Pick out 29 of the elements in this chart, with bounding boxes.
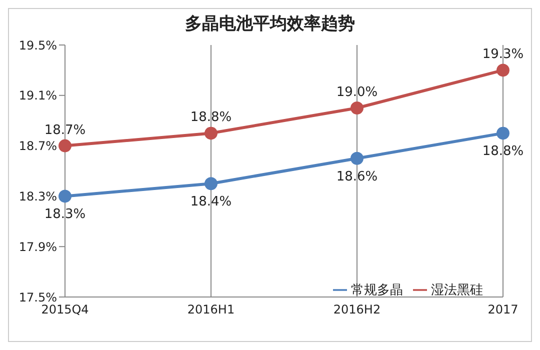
point xyxy=(496,64,510,77)
data-label: 18.4% xyxy=(190,194,232,210)
point xyxy=(350,152,364,165)
y-tick-label: 18.7% xyxy=(18,139,57,154)
y-tick-label: 19.5% xyxy=(18,38,57,52)
point xyxy=(204,126,218,140)
x-tick-label: 2017 xyxy=(488,302,518,317)
x-tick-label: 2016H2 xyxy=(333,302,381,317)
data-label: 19.0% xyxy=(336,85,378,100)
data-label: 18.8% xyxy=(190,110,232,126)
data-label: 19.3% xyxy=(482,47,524,62)
data-label: 18.7% xyxy=(44,122,86,138)
point xyxy=(58,139,72,152)
point xyxy=(204,177,218,190)
chart-title: 多晶电池平均效率趋势 xyxy=(184,13,356,36)
legend-label: 湿法黑硅 xyxy=(431,283,483,298)
data-label: 18.6% xyxy=(336,169,378,184)
y-tick-label: 18.3% xyxy=(18,189,57,204)
y-tick-label: 19.1% xyxy=(18,88,57,103)
y-tick-label: 17.9% xyxy=(18,240,57,254)
data-label: 18.3% xyxy=(44,207,86,222)
data-label: 18.8% xyxy=(482,144,524,160)
x-tick-label: 2015Q4 xyxy=(41,302,89,317)
x-tick-label: 2016H1 xyxy=(187,302,235,317)
y-tick-label: 17.5% xyxy=(18,290,57,304)
legend-label: 常规多晶 xyxy=(351,283,403,298)
point xyxy=(496,126,510,140)
point xyxy=(350,102,364,114)
point xyxy=(58,190,72,203)
